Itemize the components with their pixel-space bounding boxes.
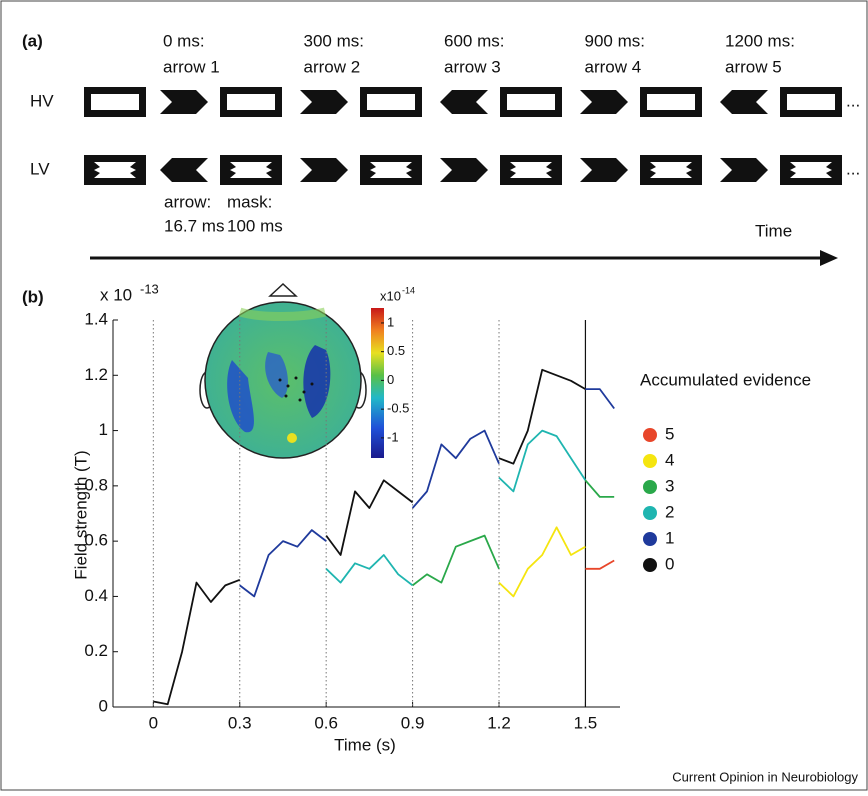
time-arrow-head bbox=[820, 250, 838, 266]
time-label: 300 ms: bbox=[304, 31, 364, 50]
arrow-stimulus bbox=[300, 90, 348, 114]
x-tick-label: 0 bbox=[149, 713, 158, 732]
mask bbox=[94, 162, 136, 178]
y-tick-label: 1.4 bbox=[84, 309, 108, 328]
arrow-stimulus bbox=[720, 90, 768, 114]
x-tick-label: 1.5 bbox=[574, 713, 598, 732]
colorbar-tick-label: -0.5 bbox=[387, 401, 409, 416]
footer: Current Opinion in Neurobiology bbox=[672, 769, 858, 784]
y-tick-label: 1.2 bbox=[84, 365, 108, 384]
x-tick-label: 0.3 bbox=[228, 713, 252, 732]
legend-label: 0 bbox=[665, 554, 674, 573]
y-tick-label: 0.2 bbox=[84, 641, 108, 660]
mask bbox=[510, 162, 552, 178]
y-multiplier: x 10 bbox=[100, 285, 132, 304]
legend-label: 4 bbox=[665, 450, 674, 469]
colorbar-tick-label: 0 bbox=[387, 372, 394, 387]
box-inner bbox=[367, 94, 415, 110]
arrow-stimulus bbox=[440, 90, 488, 114]
arrow-stimulus bbox=[160, 90, 208, 114]
y-tick-label: 1 bbox=[99, 420, 108, 439]
mask bbox=[650, 162, 692, 178]
time-label: 600 ms: bbox=[444, 31, 504, 50]
x-tick-label: 0.9 bbox=[401, 713, 425, 732]
arrow-name: arrow 4 bbox=[585, 57, 642, 76]
y-tick-label: 0.6 bbox=[84, 531, 108, 550]
legend-label: 2 bbox=[665, 502, 674, 521]
legend-swatch bbox=[643, 454, 657, 468]
mask-duration: 100 ms bbox=[227, 216, 283, 235]
x-axis-title: Time (s) bbox=[334, 735, 396, 754]
legend-swatch bbox=[643, 506, 657, 520]
colorbar-tick-label: 1 bbox=[387, 314, 394, 329]
legend-swatch bbox=[643, 428, 657, 442]
arrow-name: arrow 2 bbox=[304, 57, 361, 76]
arrow-duration: 16.7 ms bbox=[164, 216, 224, 235]
legend-label: 1 bbox=[665, 528, 674, 547]
y-tick-label: 0.8 bbox=[84, 475, 108, 494]
box-inner bbox=[91, 94, 139, 110]
mask-label: mask: bbox=[227, 192, 272, 211]
topomap bbox=[199, 282, 367, 459]
sequence bbox=[84, 87, 842, 185]
legend-title: Accumulated evidence bbox=[640, 370, 811, 389]
arrow-stimulus bbox=[160, 158, 208, 182]
arrow-name: arrow 1 bbox=[163, 57, 220, 76]
x-tick-label: 1.2 bbox=[487, 713, 511, 732]
box-inner bbox=[787, 94, 835, 110]
arrow-stimulus bbox=[580, 90, 628, 114]
arrow-stimulus bbox=[300, 158, 348, 182]
row-label: HV bbox=[30, 91, 54, 110]
time-label: 900 ms: bbox=[585, 31, 645, 50]
arrow-stimulus bbox=[440, 158, 488, 182]
time-axis-label: Time bbox=[755, 221, 792, 240]
ellipsis: ... bbox=[846, 159, 860, 178]
panel-label: (b) bbox=[22, 287, 44, 306]
mask bbox=[370, 162, 412, 178]
colorbar bbox=[371, 308, 384, 458]
mask bbox=[790, 162, 832, 178]
time-label: 1200 ms: bbox=[725, 31, 795, 50]
series-line bbox=[325, 429, 587, 587]
series-line bbox=[585, 559, 615, 570]
legend-label: 5 bbox=[665, 424, 674, 443]
row-label: LV bbox=[30, 159, 50, 178]
box-inner bbox=[647, 94, 695, 110]
box-inner bbox=[227, 94, 275, 110]
series-line bbox=[412, 479, 615, 587]
legend-label: 3 bbox=[665, 476, 674, 495]
plot: 0 0.2 0.4 0.6 0.8 1 1.2 1.4 0 0.3 0.6 0.9 1.2 1.5 0 1 2 3… bbox=[84, 309, 674, 732]
y-tick-label: 0 bbox=[99, 696, 108, 715]
box-inner bbox=[507, 94, 555, 110]
colorbar-tick-label: -1 bbox=[387, 429, 399, 444]
colorbar-exponent: -14 bbox=[402, 285, 415, 295]
arrow-stimulus bbox=[580, 158, 628, 182]
y-axis-title: Field strength (T) bbox=[71, 450, 90, 579]
legend-swatch bbox=[643, 532, 657, 546]
y-exponent: -13 bbox=[140, 281, 159, 296]
colorbar-tick-label: 0.5 bbox=[387, 343, 405, 358]
colorbar-multiplier: x10 bbox=[380, 288, 401, 303]
arrow-label: arrow: bbox=[164, 192, 211, 211]
legend-swatch bbox=[643, 558, 657, 572]
legend-swatch bbox=[643, 480, 657, 494]
y-tick-label: 0.4 bbox=[84, 586, 108, 605]
arrow-name: arrow 5 bbox=[725, 57, 782, 76]
series-line bbox=[153, 368, 586, 706]
x-tick-label: 0.6 bbox=[314, 713, 338, 732]
arrow-name: arrow 3 bbox=[444, 57, 501, 76]
arrow-stimulus bbox=[720, 158, 768, 182]
ellipsis: ... bbox=[846, 91, 860, 110]
series-line bbox=[239, 388, 615, 598]
panel-label: (a) bbox=[22, 31, 43, 50]
time-label: 0 ms: bbox=[163, 31, 205, 50]
mask bbox=[230, 162, 272, 178]
series-line bbox=[498, 526, 586, 598]
